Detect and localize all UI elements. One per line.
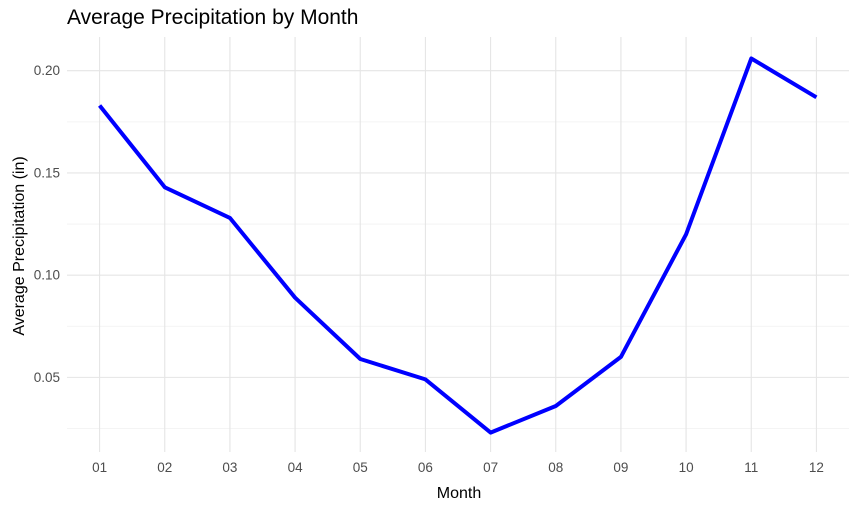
series-line	[98, 56, 818, 435]
y-axis-title: Average Precipitation (in)	[11, 156, 28, 335]
x-tick-label: 09	[613, 460, 628, 475]
x-tick-label: 07	[483, 460, 498, 475]
series-layer	[98, 56, 818, 435]
x-tick-label: 08	[548, 460, 563, 475]
y-tick-label: 0.15	[34, 165, 60, 180]
x-axis-ticks: 01 02 03 04 05 06 07 08 09 10 11 12	[92, 460, 824, 475]
y-tick-label: 0.10	[34, 268, 60, 283]
x-tick-label: 10	[679, 460, 694, 475]
x-tick-label: 03	[222, 460, 237, 475]
grid-major	[67, 37, 849, 452]
x-tick-label: 04	[288, 460, 304, 475]
x-axis-title: Month	[437, 485, 481, 502]
chart-title: Average Precipitation by Month	[67, 6, 359, 29]
x-tick-label: 06	[418, 460, 433, 475]
y-axis-ticks: 0.05 0.10 0.15 0.20	[34, 63, 60, 385]
x-tick-label: 12	[809, 460, 824, 475]
x-tick-label: 02	[157, 460, 172, 475]
y-tick-label: 0.20	[34, 63, 60, 78]
x-tick-label: 05	[353, 460, 368, 475]
x-tick-label: 11	[744, 460, 758, 475]
y-tick-label: 0.05	[34, 370, 60, 385]
grid-minor	[67, 121, 849, 429]
x-tick-label: 01	[92, 460, 107, 475]
